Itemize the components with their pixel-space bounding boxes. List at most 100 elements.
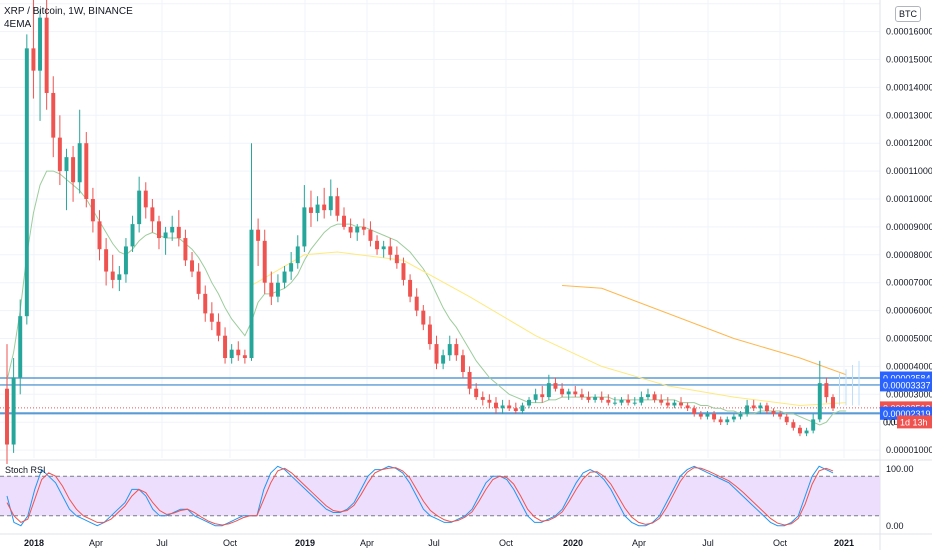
time-tick-label: Oct <box>223 538 238 548</box>
price-tick-label: 0.00013000 <box>886 110 932 120</box>
stoch-rsi-d-line <box>6 467 834 526</box>
time-tick-label: Jul <box>428 538 440 548</box>
candle-body <box>494 402 498 409</box>
candle-body <box>328 196 333 211</box>
time-tick-label: 2018 <box>24 538 44 548</box>
price-tick-label: 0.00016000 <box>886 27 932 37</box>
candle-body <box>150 207 155 222</box>
candle-body <box>5 388 9 445</box>
candle-body <box>216 321 221 336</box>
chart-header: XRP / Bitcoin, 1W, BINANCE 4EMA <box>4 5 133 31</box>
rsi-tick-label: 100.00 <box>886 464 914 474</box>
candle-body <box>249 229 254 359</box>
candle-body <box>718 419 723 423</box>
ema-green-line <box>6 170 847 426</box>
candle-body <box>507 405 512 409</box>
candle-body <box>97 221 102 250</box>
candle-body <box>84 143 89 199</box>
time-tick-label: Jul <box>156 538 168 548</box>
candle-body <box>123 246 128 275</box>
candle-body <box>64 157 69 172</box>
candle-body <box>712 413 717 420</box>
time-tick-label: Apr <box>632 538 646 548</box>
candle-body <box>692 408 697 414</box>
candle-body <box>110 271 115 280</box>
candle-body <box>804 430 809 434</box>
candle-body <box>764 405 769 412</box>
candle-body <box>606 399 611 403</box>
price-tick-label: 0.00011000 <box>886 166 932 176</box>
candle-body <box>553 383 558 389</box>
candle-body <box>474 388 479 398</box>
candle-body <box>434 344 439 364</box>
candle-body <box>77 143 82 183</box>
time-tick-label: 2021 <box>834 538 854 548</box>
symbol-title[interactable]: XRP / Bitcoin, 1W, BINANCE <box>4 6 133 17</box>
candle-body <box>90 199 95 222</box>
countdown-prefix: 0.0 <box>883 417 896 427</box>
candle-body <box>335 196 340 216</box>
candle-body <box>447 344 452 356</box>
candle-body <box>308 207 313 213</box>
candle-body <box>295 246 300 264</box>
candle-body <box>751 405 756 409</box>
candle-body <box>183 238 188 261</box>
candle-body <box>652 394 657 400</box>
candle-body <box>698 413 703 417</box>
price-tick-label: 0.00008000 <box>886 250 932 260</box>
candle-body <box>342 215 346 227</box>
price-tick-label: 0.00010000 <box>886 194 932 204</box>
currency-badge[interactable]: BTC <box>895 6 921 22</box>
candle-body <box>368 229 373 241</box>
candle-body <box>223 335 228 359</box>
candle-body <box>137 190 142 225</box>
indicator-label[interactable]: 4EMA <box>4 19 32 30</box>
candle-body <box>401 263 406 280</box>
candle-body <box>705 413 710 417</box>
candle-body <box>229 349 234 359</box>
candle-body <box>203 293 208 314</box>
candle-body <box>784 416 789 423</box>
candle-body <box>533 394 538 400</box>
price-label-text: 0.00002319 <box>883 409 931 419</box>
candle-body <box>639 397 644 403</box>
candle-body <box>579 394 584 398</box>
candle-body <box>11 377 16 445</box>
price-tick-label: 0.00001000 <box>886 445 932 455</box>
candle-body <box>454 344 459 356</box>
candle-body <box>414 296 419 311</box>
candle-body <box>57 137 62 172</box>
candle-body <box>31 48 36 71</box>
candle-body <box>117 274 122 280</box>
candle-body <box>685 405 690 409</box>
countdown-label: 1d 13h <box>900 417 928 427</box>
candle-body <box>143 190 148 208</box>
candle-body <box>381 246 386 250</box>
candle-body <box>71 157 76 183</box>
candle-body <box>441 355 446 364</box>
candle-body <box>527 399 532 406</box>
stoch-rsi-title[interactable]: Stoch RSI <box>5 465 46 475</box>
candle-body <box>421 310 426 325</box>
candle-body <box>361 226 366 230</box>
candle-body <box>242 355 247 359</box>
candle-body <box>513 408 518 412</box>
candle-body <box>811 419 816 431</box>
candle-body <box>289 263 294 272</box>
time-tick-label: Oct <box>773 538 788 548</box>
candle-body <box>791 422 796 428</box>
time-tick-label: Apr <box>360 538 374 548</box>
time-tick-label: Apr <box>89 538 103 548</box>
candle-body <box>269 282 274 297</box>
price-label-text: 0.00003337 <box>883 380 931 390</box>
candle-body <box>771 411 776 414</box>
candle-body <box>797 427 802 434</box>
candle-body <box>44 17 49 93</box>
candle-body <box>38 17 43 71</box>
time-tick-label: Jul <box>702 538 714 548</box>
candle-body <box>322 204 327 211</box>
candle-body <box>738 413 743 417</box>
candle-body <box>388 246 393 255</box>
